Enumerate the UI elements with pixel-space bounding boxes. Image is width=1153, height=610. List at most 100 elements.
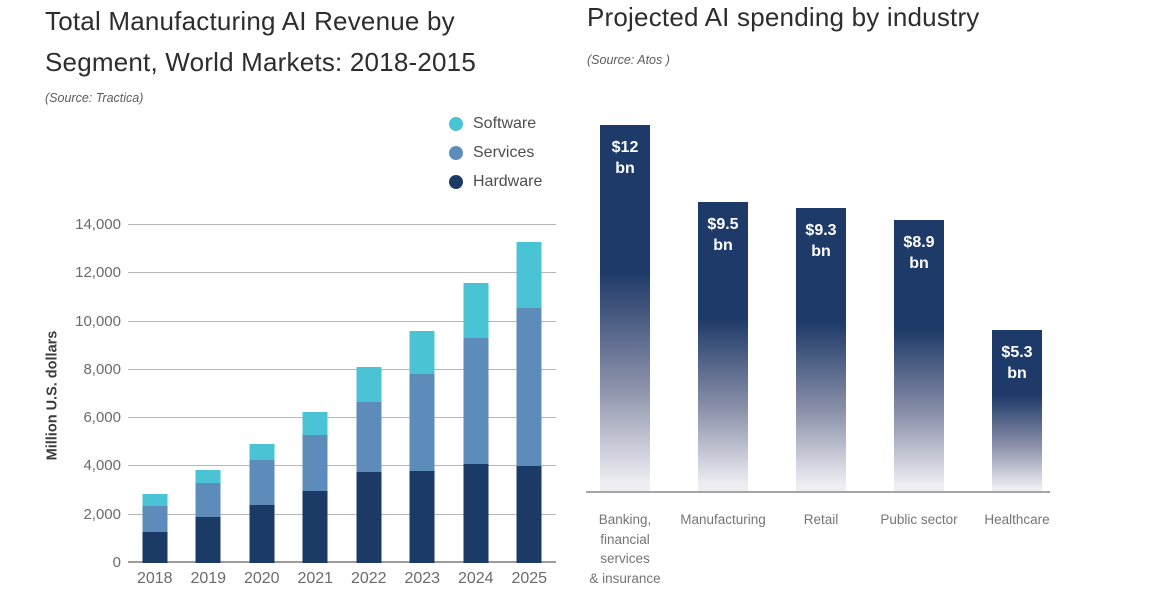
bar-segment-hardware-2024: [463, 464, 489, 563]
legend-label-software: Software: [473, 114, 537, 132]
category-label-healthcare: Healthcare: [984, 512, 1050, 527]
gridline-8-000: [128, 368, 556, 370]
bar-value-unit: bn: [1007, 365, 1027, 383]
bar-value-amount: $9.3: [805, 221, 837, 239]
legend-dot-hardware-icon: [449, 174, 463, 189]
x-tick-label-2022: 2022: [350, 570, 387, 587]
right-chart-source: (Source: Atos ): [587, 53, 670, 67]
bar-segment-hardware-2023: [409, 471, 435, 563]
bar-columns: 2018 2019 2020 2021 2022 2023 2024 2025: [128, 225, 557, 587]
gridline-10-000: [128, 320, 556, 322]
stacked-bar-2019: [195, 470, 221, 563]
gridline-6-000: [128, 417, 556, 419]
gridline-2-000: [128, 513, 556, 515]
left-chart-title-line-2: Segment, World Markets: 2018-2015: [45, 47, 477, 77]
left-chart-source: (Source: Tractica): [45, 91, 144, 105]
bar-segment-hardware-2019: [195, 517, 221, 563]
bar-segment-software-2019: [195, 470, 221, 484]
gridline-14-000: [128, 224, 556, 225]
legend-item-software: Software: [449, 113, 542, 134]
bar-column-2018: 2018: [128, 225, 182, 587]
y-tick-label-6-000: 6,000: [83, 409, 121, 427]
left-chart-title-line-1: Total Manufacturing AI Revenue by: [45, 6, 455, 36]
bar-column-2025: 2025: [503, 225, 557, 587]
bar-value-unit: bn: [909, 255, 929, 273]
stacked-bar-plot: 0 2,000 4,000 6,000 8,000 10,000 12,000 14,000 2…: [75, 216, 557, 587]
bar-segment-software-2018: [142, 494, 168, 507]
bar-healthcare: $5.3 bn: [992, 330, 1042, 493]
bar-value-label-healthcare: $5.3 bn: [992, 330, 1042, 384]
stacked-bar-2022: [356, 367, 382, 563]
bar-value-label-public-sector: $8.9 bn: [894, 220, 944, 274]
category-label-retail: Retail: [803, 512, 839, 527]
bar-column-2022: 2022: [342, 225, 396, 587]
bar-segment-software-2022: [356, 367, 382, 403]
bar-segment-hardware-2025: [516, 466, 542, 563]
bar-column-banking-financial-services-insurance: $12 bn Banking, financial services & insur…: [576, 120, 674, 586]
bar-manufacturing: $9.5 bn: [698, 201, 748, 493]
category-label-public-sector: Public sector: [880, 512, 958, 527]
stacked-bar-2025: [516, 241, 542, 563]
y-tick-label-2-000: 2,000: [83, 505, 121, 523]
bar-segment-hardware-2021: [302, 490, 328, 563]
y-tick-label-4-000: 4,000: [83, 457, 121, 475]
stacked-bar-2024: [463, 282, 489, 563]
bar-plot: $12 bn Banking, financial services & insur…: [576, 120, 1066, 586]
gridline-12-000: [128, 272, 556, 274]
y-tick-label-10-000: 10,000: [75, 312, 121, 330]
bar-segment-services-2024: [463, 338, 489, 465]
gridline-4-000: [128, 465, 556, 467]
bar-column-2024: 2024: [449, 225, 503, 587]
x-tick-label-2023: 2023: [404, 570, 441, 587]
bar-column-manufacturing: $9.5 bn Manufacturing: [674, 120, 772, 527]
y-tick-label-12-000: 12,000: [75, 264, 121, 282]
bar-segment-software-2025: [516, 241, 542, 309]
stacked-bar-2020: [249, 443, 275, 563]
x-tick-label-2018: 2018: [136, 570, 173, 587]
bar-segment-hardware-2020: [249, 505, 275, 563]
legend-item-hardware: Hardware: [449, 171, 542, 192]
bar-column-retail: $9.3 bn Retail: [772, 120, 870, 527]
bar-column-healthcare: $5.3 bn Healthcare: [968, 120, 1066, 527]
bar-column-2023: 2023: [396, 225, 450, 587]
x-tick-label-2024: 2024: [457, 570, 494, 587]
bar-value-unit: bn: [811, 242, 831, 260]
bar-segment-services-2023: [409, 373, 435, 472]
bar-segment-services-2022: [356, 402, 382, 473]
bar-segment-hardware-2018: [142, 531, 168, 563]
bar-segment-services-2025: [516, 308, 542, 467]
bar-segment-software-2024: [463, 282, 489, 339]
bar-segment-software-2023: [409, 331, 435, 374]
bar-retail: $9.3 bn: [796, 207, 846, 493]
bar-column-2019: 2019: [182, 225, 236, 587]
bar-value-unit: bn: [713, 236, 733, 254]
x-tick-label-2019: 2019: [190, 570, 227, 587]
bar-value-label-manufacturing: $9.5 bn: [698, 202, 748, 256]
legend-dot-services-icon: [449, 145, 463, 160]
x-tick-label-2020: 2020: [243, 570, 280, 587]
bar-segment-services-2019: [195, 483, 221, 518]
bar-value-unit: bn: [615, 160, 635, 177]
category-label-manufacturing: Manufacturing: [680, 512, 766, 527]
bar-value-label-banking-financial-services-insurance: $12 bn: [600, 125, 650, 179]
legend-item-services: Services: [449, 142, 542, 163]
y-tick-label-14-000: 14,000: [75, 216, 121, 233]
stacked-bar-2018: [142, 494, 168, 563]
legend-label-hardware: Hardware: [473, 172, 543, 190]
bar-segment-services-2018: [142, 506, 168, 532]
y-tick-label-0: 0: [112, 554, 121, 571]
bar-segment-software-2020: [249, 443, 275, 461]
legend-label-services: Services: [473, 143, 535, 161]
stacked-bar-2023: [409, 331, 435, 563]
bar-segment-services-2021: [302, 435, 328, 491]
bar-value-label-retail: $9.3 bn: [796, 208, 846, 262]
left-chart-title: Total Manufacturing AI Revenue by Segmen…: [45, 1, 476, 83]
bar-value-amount: $12: [611, 139, 639, 156]
y-axis-label: Million U.S. dollars: [44, 330, 61, 461]
bar-value-amount: $8.9: [903, 234, 935, 252]
x-tick-label-2025: 2025: [511, 570, 548, 587]
x-axis-line: [586, 491, 1050, 493]
right-chart-title: Projected AI spending by industry: [587, 2, 980, 32]
bar-public-sector: $8.9 bn: [894, 220, 944, 493]
